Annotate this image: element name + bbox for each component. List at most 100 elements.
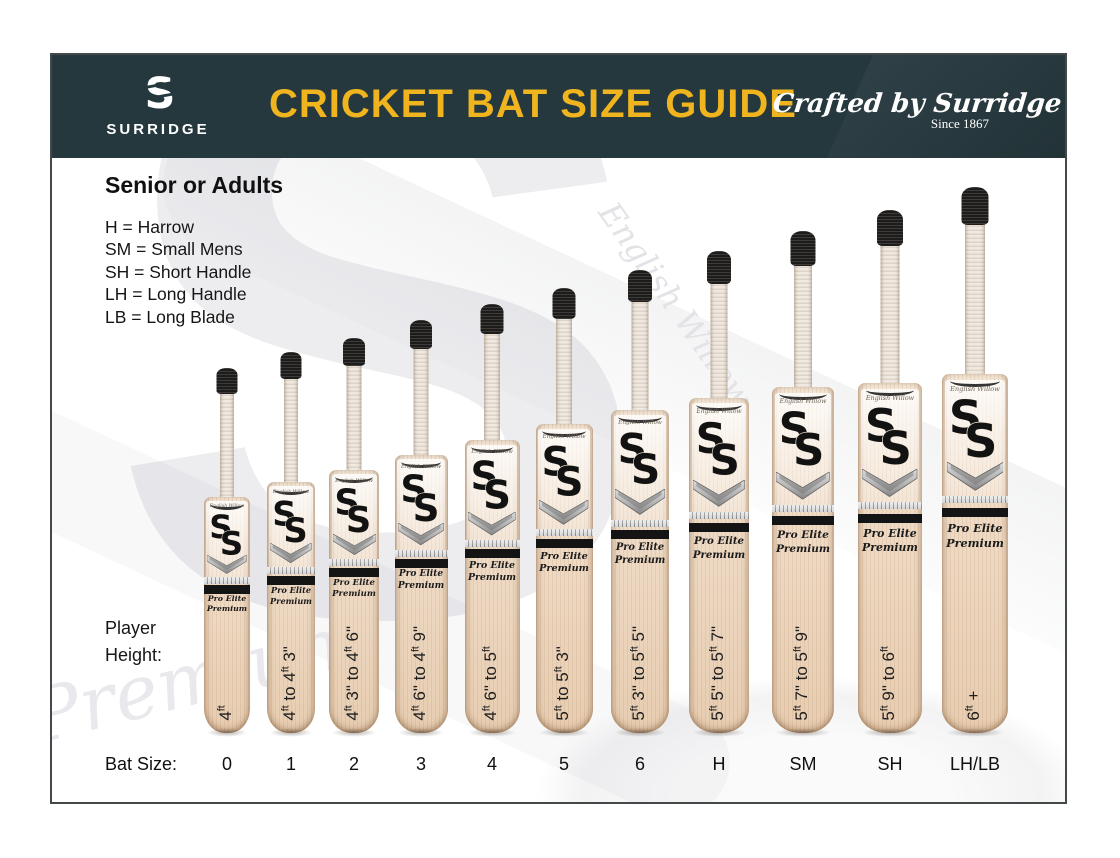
bat-size-value-lh-lb: LH/LB bbox=[949, 754, 1001, 774]
chevron-icon bbox=[946, 461, 1004, 491]
player-height-text: 5ft 5" to 5ft 7" bbox=[707, 626, 727, 721]
svg-text:S: S bbox=[880, 422, 912, 469]
bat-model-line2: Premium bbox=[332, 588, 376, 599]
bat-model-line1: Pro Elite bbox=[777, 528, 829, 541]
player-height-text: 4ft 3" to 4ft 6" bbox=[342, 626, 362, 721]
bat-grip-cap bbox=[552, 288, 576, 319]
bat-blade: English Willow S S Pro Elite Premium 5ft t… bbox=[535, 424, 593, 733]
bat-size-label: Bat Size: bbox=[105, 754, 178, 774]
surridge-s-icon: S bbox=[141, 70, 175, 119]
bat-blade: English Willow S S Pro Elite Premium 4ft bbox=[204, 497, 250, 733]
bat-model-line1: Pro Elite bbox=[947, 521, 1003, 536]
brand-name: SURRIDGE bbox=[106, 121, 210, 138]
bat-willow-script: English Willow bbox=[618, 420, 662, 426]
svg-text:S: S bbox=[209, 512, 232, 546]
svg-text:S: S bbox=[412, 486, 439, 525]
bat-silver-band bbox=[267, 567, 315, 575]
surridge-double-s-icon: S S bbox=[400, 467, 440, 530]
bat-blade: English Willow S S Pro Elite Premium 5ft 3… bbox=[611, 410, 669, 733]
bat-h: English Willow S S Pro Elite Premium 5ft 5… bbox=[689, 251, 749, 737]
bat-size-value-2: 2 bbox=[348, 754, 359, 774]
chevron-icon bbox=[862, 468, 918, 497]
bat-logo: S S bbox=[616, 425, 665, 494]
svg-text:S: S bbox=[483, 474, 511, 513]
bat-willow-script: English Willow bbox=[400, 463, 442, 470]
bat-chevron-band bbox=[946, 461, 1004, 494]
svg-text:S: S bbox=[542, 443, 571, 485]
bat-black-band bbox=[611, 530, 669, 540]
bat-size-value-3: 3 bbox=[415, 754, 426, 774]
bat-1: English Willow S S Pro Elite Premium 4ft t… bbox=[267, 352, 315, 737]
bat-model-name: Pro Elite Premium bbox=[772, 529, 834, 556]
bat-handle bbox=[965, 219, 985, 382]
bat-willow-script: English Willow bbox=[779, 397, 827, 405]
player-height-text: 5ft 9" to 6ft bbox=[878, 646, 898, 721]
bat-grip-cap bbox=[628, 270, 652, 302]
svg-text:S: S bbox=[555, 460, 584, 501]
crafted-by: Crafted by Surridge Since 1867 bbox=[771, 89, 1063, 132]
size-guide-card: S English Willow Premium S SURRIDGE CRIC… bbox=[50, 53, 1067, 804]
surridge-double-s-icon: S S bbox=[695, 414, 740, 485]
bat-blade: English Willow S S Pro Elite Premium 5ft 9… bbox=[858, 383, 922, 733]
bat-grip-cap bbox=[790, 231, 816, 266]
bat-shoulder-arc bbox=[272, 483, 310, 495]
svg-text:S: S bbox=[220, 524, 243, 558]
player-height-text: 4ft 6" to 5ft bbox=[480, 646, 500, 721]
legend-item-short-handle: SH = Short Handle bbox=[105, 261, 252, 282]
crafted-by-script: Crafted by Surridge bbox=[771, 89, 1063, 119]
svg-text:S: S bbox=[400, 472, 427, 511]
bat-shoulder-arc bbox=[542, 425, 586, 437]
bat-model-line2: Premium bbox=[539, 563, 589, 575]
svg-text:S: S bbox=[695, 419, 725, 463]
bat-handle bbox=[413, 343, 429, 463]
bat-handle bbox=[710, 278, 728, 406]
surridge-double-s-icon: S S bbox=[272, 494, 308, 550]
bat-black-band bbox=[464, 549, 520, 559]
bat-willow-script: English Willow bbox=[865, 393, 915, 402]
player-height-text: 4ft bbox=[215, 705, 235, 721]
bat-grip-cap bbox=[877, 210, 903, 246]
bat-model-name: Pro Elite Premium bbox=[395, 569, 448, 592]
bat-blade: English Willow S S Pro Elite Premium 6ft + bbox=[942, 374, 1008, 733]
bat-model-name: Pro Elite Premium bbox=[204, 594, 250, 614]
bat-5: English Willow S S Pro Elite Premium 5ft t… bbox=[535, 288, 593, 737]
svg-text:S: S bbox=[334, 486, 359, 523]
bat-blade: English Willow S S Pro Elite Premium 4ft 6… bbox=[464, 440, 520, 733]
bat-silver-band bbox=[858, 502, 922, 509]
bat-sh: English Willow S S Pro Elite Premium 5ft 9… bbox=[858, 210, 922, 737]
bat-silver-band bbox=[942, 496, 1008, 504]
bat-handle bbox=[880, 240, 900, 391]
surridge-double-s-icon: S S bbox=[209, 508, 243, 563]
bat-model-line1: Pro Elite bbox=[333, 577, 375, 588]
brand-logo: S SURRIDGE bbox=[100, 70, 216, 138]
bat-handle bbox=[220, 388, 234, 505]
bat-model-line2: Premium bbox=[946, 535, 1004, 550]
bat-model-line2: Premium bbox=[467, 572, 516, 584]
bat-blade: English Willow S S Pro Elite Premium 4ft t… bbox=[267, 482, 315, 733]
bat-model-name: Pro Elite Premium bbox=[942, 521, 1008, 550]
svg-text:S: S bbox=[283, 511, 307, 546]
bat-model-line1: Pro Elite bbox=[540, 550, 588, 562]
bat-silver-band bbox=[464, 539, 520, 547]
bat-model-line1: Pro Elite bbox=[270, 584, 312, 595]
bat-6: English Willow S S Pro Elite Premium 5ft 3… bbox=[611, 270, 669, 737]
bat-handle bbox=[346, 360, 362, 478]
bat-size-value-sm: SM bbox=[789, 754, 817, 774]
bat-black-band bbox=[772, 516, 834, 526]
bat-black-band bbox=[535, 539, 593, 549]
bat-handle bbox=[484, 328, 500, 448]
chevron-icon bbox=[614, 488, 666, 515]
bat-model-name: Pro Elite Premium bbox=[858, 527, 922, 555]
bat-shoulder-arc bbox=[617, 411, 663, 423]
bat-logo: S S bbox=[469, 454, 515, 519]
chevron-icon bbox=[776, 471, 830, 500]
bat-shoulder-arc bbox=[779, 388, 827, 400]
bat-shoulder-arc bbox=[696, 399, 742, 411]
bat-0: English Willow S S Pro Elite Premium 4ft bbox=[204, 368, 250, 737]
bat-shoulder-arc bbox=[865, 384, 915, 396]
player-height-text: 5ft 7" to 5ft 9" bbox=[791, 626, 811, 721]
chevron-icon bbox=[207, 554, 247, 574]
svg-text:S: S bbox=[779, 408, 810, 454]
bat-chevron-band bbox=[539, 499, 589, 528]
